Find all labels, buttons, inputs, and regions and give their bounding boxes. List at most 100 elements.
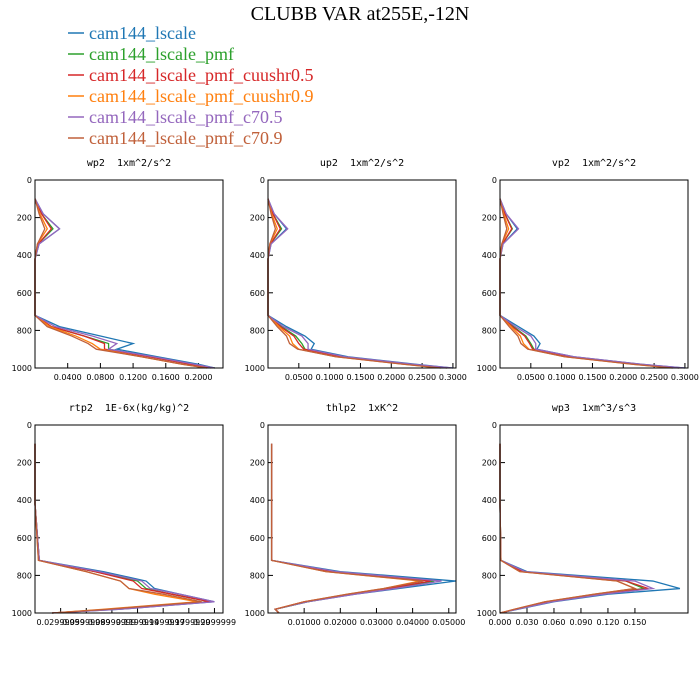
x-tick-label: 0.3000 xyxy=(671,373,699,382)
x-tick-label: 0.2000 xyxy=(609,373,637,382)
y-tick-label: 200 xyxy=(482,214,497,223)
x-tick-label: 0.120 xyxy=(596,618,619,627)
x-tick-label: 0.03000 xyxy=(360,618,393,627)
x-tick-label: 0.2500 xyxy=(408,373,436,382)
x-tick-label: 0.150 xyxy=(623,618,646,627)
x-tick-label: 0.0500 xyxy=(285,373,313,382)
panel-title: wp2 1xm^2/s^2 xyxy=(87,158,171,169)
profile-line xyxy=(270,443,424,614)
y-tick-label: 600 xyxy=(482,534,497,543)
profile-line xyxy=(499,198,679,369)
legend-label: cam144_lscale_pmf_c70.5 xyxy=(89,107,282,127)
panel-title: thlp2 1xK^2 xyxy=(326,403,398,414)
x-tick-label: 0.0400 xyxy=(54,373,82,382)
y-tick-label: 400 xyxy=(17,251,32,260)
y-tick-label: 800 xyxy=(482,571,497,580)
x-tick-label: 0.1500 xyxy=(346,373,374,382)
y-tick-label: 0 xyxy=(260,421,265,430)
x-tick-label: 0.08999999 xyxy=(88,618,136,627)
profile-line xyxy=(499,443,647,614)
profile-line xyxy=(499,198,679,369)
profile-line xyxy=(34,443,202,614)
x-tick-label: 0.1500 xyxy=(578,373,606,382)
profile-line xyxy=(34,443,211,614)
x-tick-label: 0.05000 xyxy=(432,618,465,627)
profile-line xyxy=(34,443,211,614)
profile-line xyxy=(34,198,215,369)
y-tick-label: 400 xyxy=(17,496,32,505)
x-tick-label: 0.01000 xyxy=(288,618,321,627)
y-tick-label: 600 xyxy=(17,534,32,543)
plot-frame xyxy=(499,179,689,369)
x-tick-label: 0.1000 xyxy=(548,373,576,382)
profile-line xyxy=(499,443,681,614)
y-tick-label: 1000 xyxy=(245,364,265,373)
plot-frame xyxy=(267,424,457,614)
x-tick-label: 0.090 xyxy=(570,618,593,627)
profile-line xyxy=(499,198,685,369)
y-tick-label: 400 xyxy=(482,496,497,505)
x-tick-label: 0.030 xyxy=(516,618,539,627)
y-tick-label: 800 xyxy=(17,326,32,335)
x-tick-label: 0.0800 xyxy=(86,373,114,382)
legend-label: cam144_lscale_pmf_cuushr0.5 xyxy=(89,65,313,85)
profile-line xyxy=(267,198,447,369)
y-tick-label: 0 xyxy=(27,421,32,430)
y-tick-label: 400 xyxy=(482,251,497,260)
y-tick-label: 200 xyxy=(250,214,265,223)
legend-label: cam144_lscale_pmf_c70.9 xyxy=(89,128,282,148)
profile-line xyxy=(270,443,457,614)
plot-frame xyxy=(267,179,457,369)
x-tick-label: 0.02999999 xyxy=(36,618,84,627)
profile-line xyxy=(499,198,673,369)
x-tick-label: 0.2000 xyxy=(377,373,405,382)
profile-line xyxy=(267,198,447,369)
profile-line xyxy=(499,198,673,369)
profile-line xyxy=(267,198,453,369)
y-tick-label: 400 xyxy=(250,496,265,505)
profile-line xyxy=(34,443,198,614)
profile-line xyxy=(34,198,215,369)
x-tick-label: 0.1799999 xyxy=(167,618,210,627)
x-tick-label: 0.060 xyxy=(543,618,566,627)
legend-label: cam144_lscale_pmf_cuushr0.9 xyxy=(89,86,313,106)
y-tick-label: 200 xyxy=(250,459,265,468)
x-tick-label: 0.1499999 xyxy=(142,618,185,627)
profile-line xyxy=(499,198,685,369)
y-tick-label: 1000 xyxy=(477,609,497,618)
y-tick-label: 1000 xyxy=(477,364,497,373)
y-tick-label: 600 xyxy=(250,534,265,543)
legend-label: cam144_lscale_pmf xyxy=(89,44,234,64)
x-tick-label: 0.0500 xyxy=(517,373,545,382)
figure-title: CLUBB VAR at255E,-12N xyxy=(251,3,470,25)
x-tick-label: 0.1200 xyxy=(119,373,147,382)
plot-frame xyxy=(34,424,224,614)
y-tick-label: 400 xyxy=(250,251,265,260)
profile-line xyxy=(34,443,215,614)
panel-title: wp3 1xm^3/s^3 xyxy=(552,403,636,414)
x-tick-label: 0.1000 xyxy=(316,373,344,382)
profile-line xyxy=(499,443,638,614)
profile-line xyxy=(270,443,442,614)
profile-line xyxy=(34,198,207,369)
x-tick-label: 0.2000 xyxy=(184,373,212,382)
panel-title: rtp2 1E-6x(kg/kg)^2 xyxy=(69,403,189,414)
x-tick-label: 0.05999999 xyxy=(62,618,110,627)
y-tick-label: 600 xyxy=(250,289,265,298)
y-tick-label: 1000 xyxy=(12,364,32,373)
profile-line xyxy=(34,198,215,369)
y-tick-label: 0 xyxy=(260,176,265,185)
y-tick-label: 200 xyxy=(17,459,32,468)
y-tick-label: 200 xyxy=(482,459,497,468)
profile-line xyxy=(267,198,441,369)
y-tick-label: 200 xyxy=(17,214,32,223)
x-tick-label: 0.1600 xyxy=(152,373,180,382)
y-tick-label: 0 xyxy=(27,176,32,185)
y-tick-label: 600 xyxy=(482,289,497,298)
panel-title: up2 1xm^2/s^2 xyxy=(320,158,404,169)
profile-line xyxy=(499,443,638,614)
profile-line xyxy=(34,443,215,614)
y-tick-label: 0 xyxy=(492,421,497,430)
y-tick-label: 1000 xyxy=(245,609,265,618)
